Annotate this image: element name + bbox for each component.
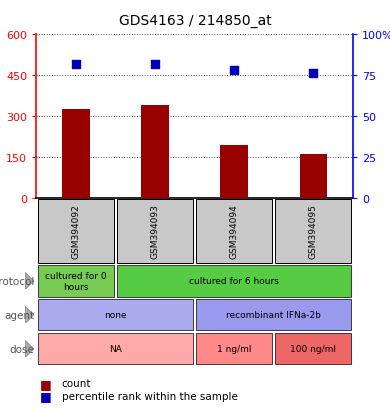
Bar: [196, 199, 272, 263]
Point: [310, 71, 317, 78]
Bar: [38, 333, 193, 365]
Polygon shape: [25, 340, 34, 358]
Text: ■: ■: [40, 377, 52, 390]
Bar: [196, 333, 272, 365]
Bar: [141, 106, 169, 198]
Text: agent: agent: [4, 310, 34, 320]
Bar: [275, 199, 351, 263]
Text: count: count: [62, 378, 91, 388]
Text: GDS4163 / 214850_at: GDS4163 / 214850_at: [119, 14, 271, 28]
Text: 1 ng/ml: 1 ng/ml: [217, 344, 252, 354]
Text: cultured for 6 hours: cultured for 6 hours: [189, 277, 279, 286]
Text: GSM394092: GSM394092: [71, 204, 80, 259]
Bar: [38, 299, 193, 331]
Text: percentile rank within the sample: percentile rank within the sample: [62, 391, 238, 401]
Text: none: none: [104, 311, 127, 320]
Polygon shape: [25, 306, 34, 324]
Polygon shape: [25, 273, 34, 290]
Bar: [275, 333, 351, 365]
Bar: [38, 266, 114, 297]
Text: NA: NA: [109, 344, 122, 354]
Text: cultured for 0
hours: cultured for 0 hours: [45, 272, 107, 291]
Bar: [62, 110, 90, 198]
Bar: [38, 199, 114, 263]
Bar: [300, 155, 327, 198]
Text: GSM394094: GSM394094: [230, 204, 239, 259]
Point: [231, 68, 237, 74]
Bar: [117, 266, 351, 297]
Text: ■: ■: [40, 389, 52, 403]
Text: dose: dose: [9, 344, 34, 354]
Bar: [220, 145, 248, 198]
Point: [73, 61, 79, 68]
Text: GSM394095: GSM394095: [309, 204, 318, 259]
Bar: [196, 299, 351, 331]
Text: recombinant IFNa-2b: recombinant IFNa-2b: [226, 311, 321, 320]
Text: growth protocol: growth protocol: [0, 276, 34, 286]
Text: 100 ng/ml: 100 ng/ml: [291, 344, 336, 354]
Text: GSM394093: GSM394093: [151, 204, 160, 259]
Point: [152, 61, 158, 68]
Bar: [117, 199, 193, 263]
